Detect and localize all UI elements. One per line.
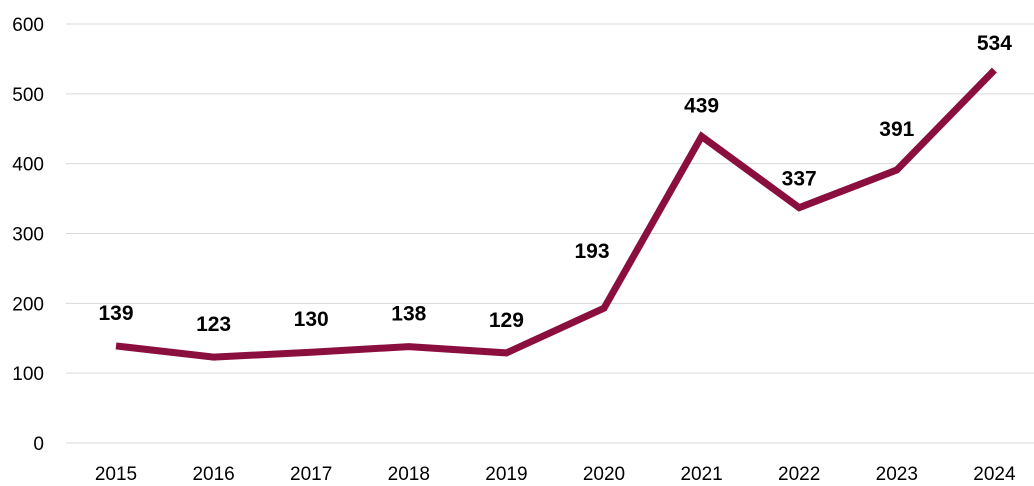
y-tick-label: 300 xyxy=(12,225,44,246)
y-tick-label: 600 xyxy=(12,15,44,36)
x-tick-label: 2019 xyxy=(485,464,527,485)
series-group xyxy=(115,67,997,361)
x-tick-label: 2023 xyxy=(876,464,918,485)
y-tick-label: 200 xyxy=(12,294,44,315)
y-axis-ticks: 0 100 200 300 400 500 600 xyxy=(12,15,44,455)
x-tick-label: 2024 xyxy=(973,464,1016,485)
x-axis-ticks: 2015 2016 2017 2018 2019 2020 2021 2022 2023 2024 xyxy=(95,464,1016,485)
data-label: 138 xyxy=(391,303,426,326)
x-tick-label: 2016 xyxy=(192,464,234,485)
y-tick-label: 100 xyxy=(12,364,44,385)
y-tick-label: 500 xyxy=(12,85,44,106)
data-label: 534 xyxy=(977,32,1012,55)
data-label: 139 xyxy=(98,302,133,325)
y-tick-label: 0 xyxy=(33,434,44,455)
data-label: 129 xyxy=(489,309,524,332)
y-tick-label: 400 xyxy=(12,155,44,176)
data-label: 391 xyxy=(879,118,914,141)
x-tick-label: 2022 xyxy=(778,464,820,485)
x-tick-label: 2017 xyxy=(290,464,332,485)
data-label: 193 xyxy=(574,240,609,263)
data-label: 337 xyxy=(782,168,817,191)
series-line xyxy=(115,67,997,361)
gridlines xyxy=(66,23,1034,444)
x-tick-label: 2021 xyxy=(680,464,722,485)
x-tick-label: 2015 xyxy=(95,464,137,485)
data-labels: 139 123 130 138 129 193 439 337 391 534 xyxy=(98,32,1012,336)
x-tick-label: 2020 xyxy=(583,464,625,485)
data-label: 130 xyxy=(294,308,329,331)
data-label: 123 xyxy=(196,313,231,336)
x-tick-label: 2018 xyxy=(388,464,430,485)
data-label: 439 xyxy=(684,94,719,117)
